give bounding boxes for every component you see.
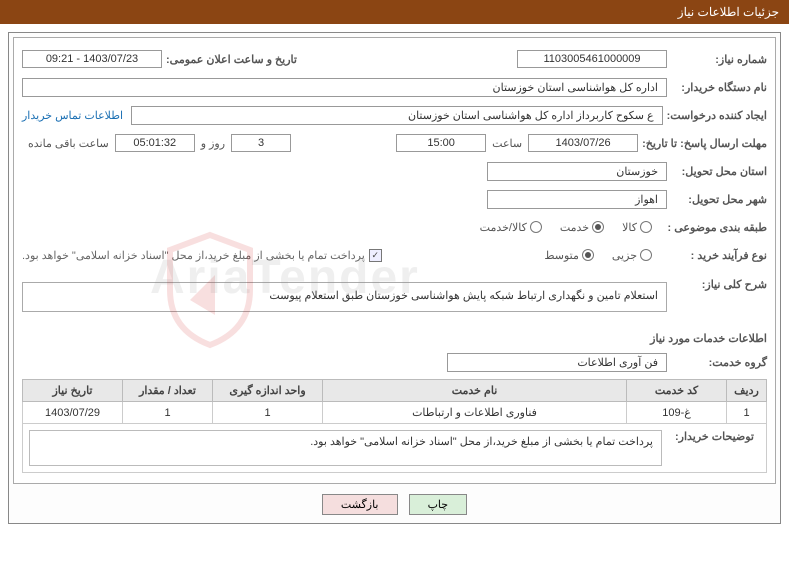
- field-deadline-time: 15:00: [396, 134, 486, 152]
- radio-goods-label: کالا: [622, 221, 637, 234]
- label-need-no: شماره نیاز:: [667, 53, 767, 66]
- th-code: کد خدمت: [627, 380, 727, 402]
- page-title: جزئیات اطلاعات نیاز: [678, 5, 779, 19]
- th-unit: واحد اندازه گیری: [213, 380, 323, 402]
- radio-partial-label: جزیی: [612, 249, 637, 262]
- cell-name: فناوری اطلاعات و ارتباطات: [323, 402, 627, 424]
- cell-qty: 1: [123, 402, 213, 424]
- buyer-notes-row: توضیحات خریدار: پرداخت تمام یا بخشی از م…: [23, 424, 767, 473]
- radio-goods-service[interactable]: کالا/خدمت: [480, 221, 542, 234]
- label-deadline: مهلت ارسال پاسخ: تا تاریخ:: [638, 137, 767, 150]
- field-days-left: 3: [231, 134, 291, 152]
- field-announce: 1403/07/23 - 09:21: [22, 50, 162, 68]
- page-header: جزئیات اطلاعات نیاز: [0, 0, 789, 24]
- cell-row: 1: [727, 402, 767, 424]
- buyer-notes-text: پرداخت تمام یا بخشی از مبلغ خرید،از محل …: [310, 436, 653, 448]
- treasury-note: پرداخت تمام یا بخشی از مبلغ خرید،از محل …: [22, 249, 365, 262]
- th-name: نام خدمت: [323, 380, 627, 402]
- field-service-group: فن آوری اطلاعات: [447, 353, 667, 372]
- field-requester: ع سکوح کاربرداز اداره کل هواشناسی استان …: [131, 106, 663, 125]
- th-row: ردیف: [727, 380, 767, 402]
- label-announce: تاریخ و ساعت اعلان عمومی:: [162, 53, 297, 66]
- label-hour: ساعت: [486, 137, 528, 150]
- label-requester: ایجاد کننده درخواست:: [663, 109, 767, 122]
- radio-service[interactable]: خدمت: [560, 221, 604, 234]
- radio-service-circle: [592, 221, 604, 233]
- buyer-notes-box: پرداخت تمام یا بخشی از مبلغ خرید،از محل …: [29, 430, 662, 466]
- label-purchase-type: نوع فرآیند خرید :: [652, 249, 767, 262]
- cell-date: 1403/07/29: [23, 402, 123, 424]
- field-buyer-org: اداره کل هواشناسی استان خوزستان: [22, 78, 667, 97]
- table-row: 1 غ-109 فناوری اطلاعات و ارتباطات 1 1 14…: [23, 402, 767, 424]
- label-service-group: گروه خدمت:: [667, 356, 767, 369]
- label-buyer-notes: توضیحات خریدار:: [670, 430, 760, 443]
- back-button[interactable]: بازگشت: [322, 494, 398, 515]
- label-subject-class: طبقه بندی موضوعی :: [652, 221, 767, 234]
- radio-service-label: خدمت: [560, 221, 589, 234]
- radio-goods-circle: [640, 221, 652, 233]
- field-deadline-date: 1403/07/26: [528, 134, 638, 152]
- label-days-and: روز و: [195, 137, 231, 150]
- button-row: چاپ بازگشت: [13, 484, 776, 519]
- radio-partial-circle: [640, 249, 652, 261]
- label-remaining: ساعت باقی مانده: [22, 137, 115, 150]
- services-info-heading: اطلاعات خدمات مورد نیاز: [22, 332, 767, 345]
- label-province: استان محل تحویل:: [667, 165, 767, 178]
- radio-medium[interactable]: متوسط: [544, 249, 594, 262]
- radio-medium-label: متوسط: [544, 249, 579, 262]
- field-need-no: 1103005461000009: [517, 50, 667, 68]
- form-frame: شماره نیاز: 1103005461000009 تاریخ و ساع…: [13, 37, 776, 484]
- radio-goods-service-label: کالا/خدمت: [480, 221, 527, 234]
- field-city: اهواز: [487, 190, 667, 209]
- table-header-row: ردیف کد خدمت نام خدمت واحد اندازه گیری ت…: [23, 380, 767, 402]
- need-summary-box: استعلام تامین و نگهداری ارتباط شبکه پایش…: [22, 282, 667, 312]
- radio-medium-circle: [582, 249, 594, 261]
- subject-radio-group: کالا خدمت کالا/خدمت: [480, 221, 652, 234]
- purchase-radio-group: جزیی متوسط: [544, 249, 652, 262]
- radio-partial[interactable]: جزیی: [612, 249, 652, 262]
- field-time-left: 05:01:32: [115, 134, 195, 152]
- radio-goods[interactable]: کالا: [622, 221, 652, 234]
- need-summary-text: استعلام تامین و نگهداری ارتباط شبکه پایش…: [269, 290, 658, 302]
- th-qty: تعداد / مقدار: [123, 380, 213, 402]
- label-buyer-org: نام دستگاه خریدار:: [667, 81, 767, 94]
- print-button[interactable]: چاپ: [409, 494, 468, 515]
- label-need-summary: شرح کلی نیاز:: [667, 278, 767, 291]
- treasury-checkbox[interactable]: ✓: [369, 249, 382, 262]
- buyer-contact-link[interactable]: اطلاعات تماس خریدار: [22, 109, 123, 122]
- cell-unit: 1: [213, 402, 323, 424]
- radio-goods-service-circle: [530, 221, 542, 233]
- th-date: تاریخ نیاز: [23, 380, 123, 402]
- outer-frame: شماره نیاز: 1103005461000009 تاریخ و ساع…: [8, 32, 781, 524]
- label-city: شهر محل تحویل:: [667, 193, 767, 206]
- cell-code: غ-109: [627, 402, 727, 424]
- services-table: ردیف کد خدمت نام خدمت واحد اندازه گیری ت…: [22, 379, 767, 473]
- field-province: خوزستان: [487, 162, 667, 181]
